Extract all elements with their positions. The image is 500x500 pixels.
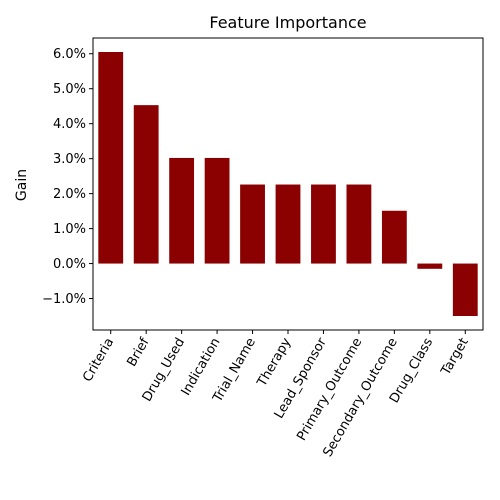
x-tick-label: Therapy bbox=[254, 335, 294, 390]
bar-indication bbox=[204, 157, 230, 264]
x-tick-label: Criteria bbox=[80, 336, 117, 385]
y-tick-label: 6.0% bbox=[53, 47, 86, 62]
bar-brief bbox=[133, 105, 159, 264]
y-tick-label: 5.0% bbox=[53, 82, 86, 97]
bar-target bbox=[452, 263, 478, 317]
x-tick-label: Target bbox=[438, 336, 472, 379]
chart-title: Feature Importance bbox=[209, 13, 366, 32]
y-tick-label: 0.0% bbox=[53, 257, 86, 272]
y-axis-ticks: −1.0% 0.0% 1.0% 2.0% 3.0% 4.0% 5.0% 6.0% bbox=[42, 47, 93, 307]
bar-drug-class bbox=[417, 263, 443, 269]
y-tick-label: 1.0% bbox=[53, 222, 86, 237]
bars-group bbox=[98, 51, 478, 317]
bar-secondary-outcome bbox=[381, 210, 407, 264]
y-axis-label: Gain bbox=[14, 169, 30, 201]
y-tick-label: 3.0% bbox=[53, 152, 86, 167]
y-tick-label: 4.0% bbox=[53, 117, 86, 132]
x-axis-ticks: Criteria BriefDrug_UsedIndicationTrial_Na… bbox=[80, 330, 472, 460]
x-tick-label: Primary_Outcome bbox=[294, 336, 365, 444]
bar-criteria bbox=[98, 51, 124, 264]
bar-lead-sponsor bbox=[311, 184, 336, 264]
bar-primary-outcome bbox=[346, 184, 372, 264]
bar-therapy bbox=[275, 184, 301, 264]
y-tick-label: −1.0% bbox=[42, 292, 86, 307]
y-tick-label: 2.0% bbox=[53, 187, 86, 202]
x-tick-label: Brief bbox=[124, 335, 152, 369]
bar-trial-name bbox=[240, 184, 265, 264]
plot-frame bbox=[92, 37, 484, 331]
bar-drug-used bbox=[169, 157, 195, 264]
